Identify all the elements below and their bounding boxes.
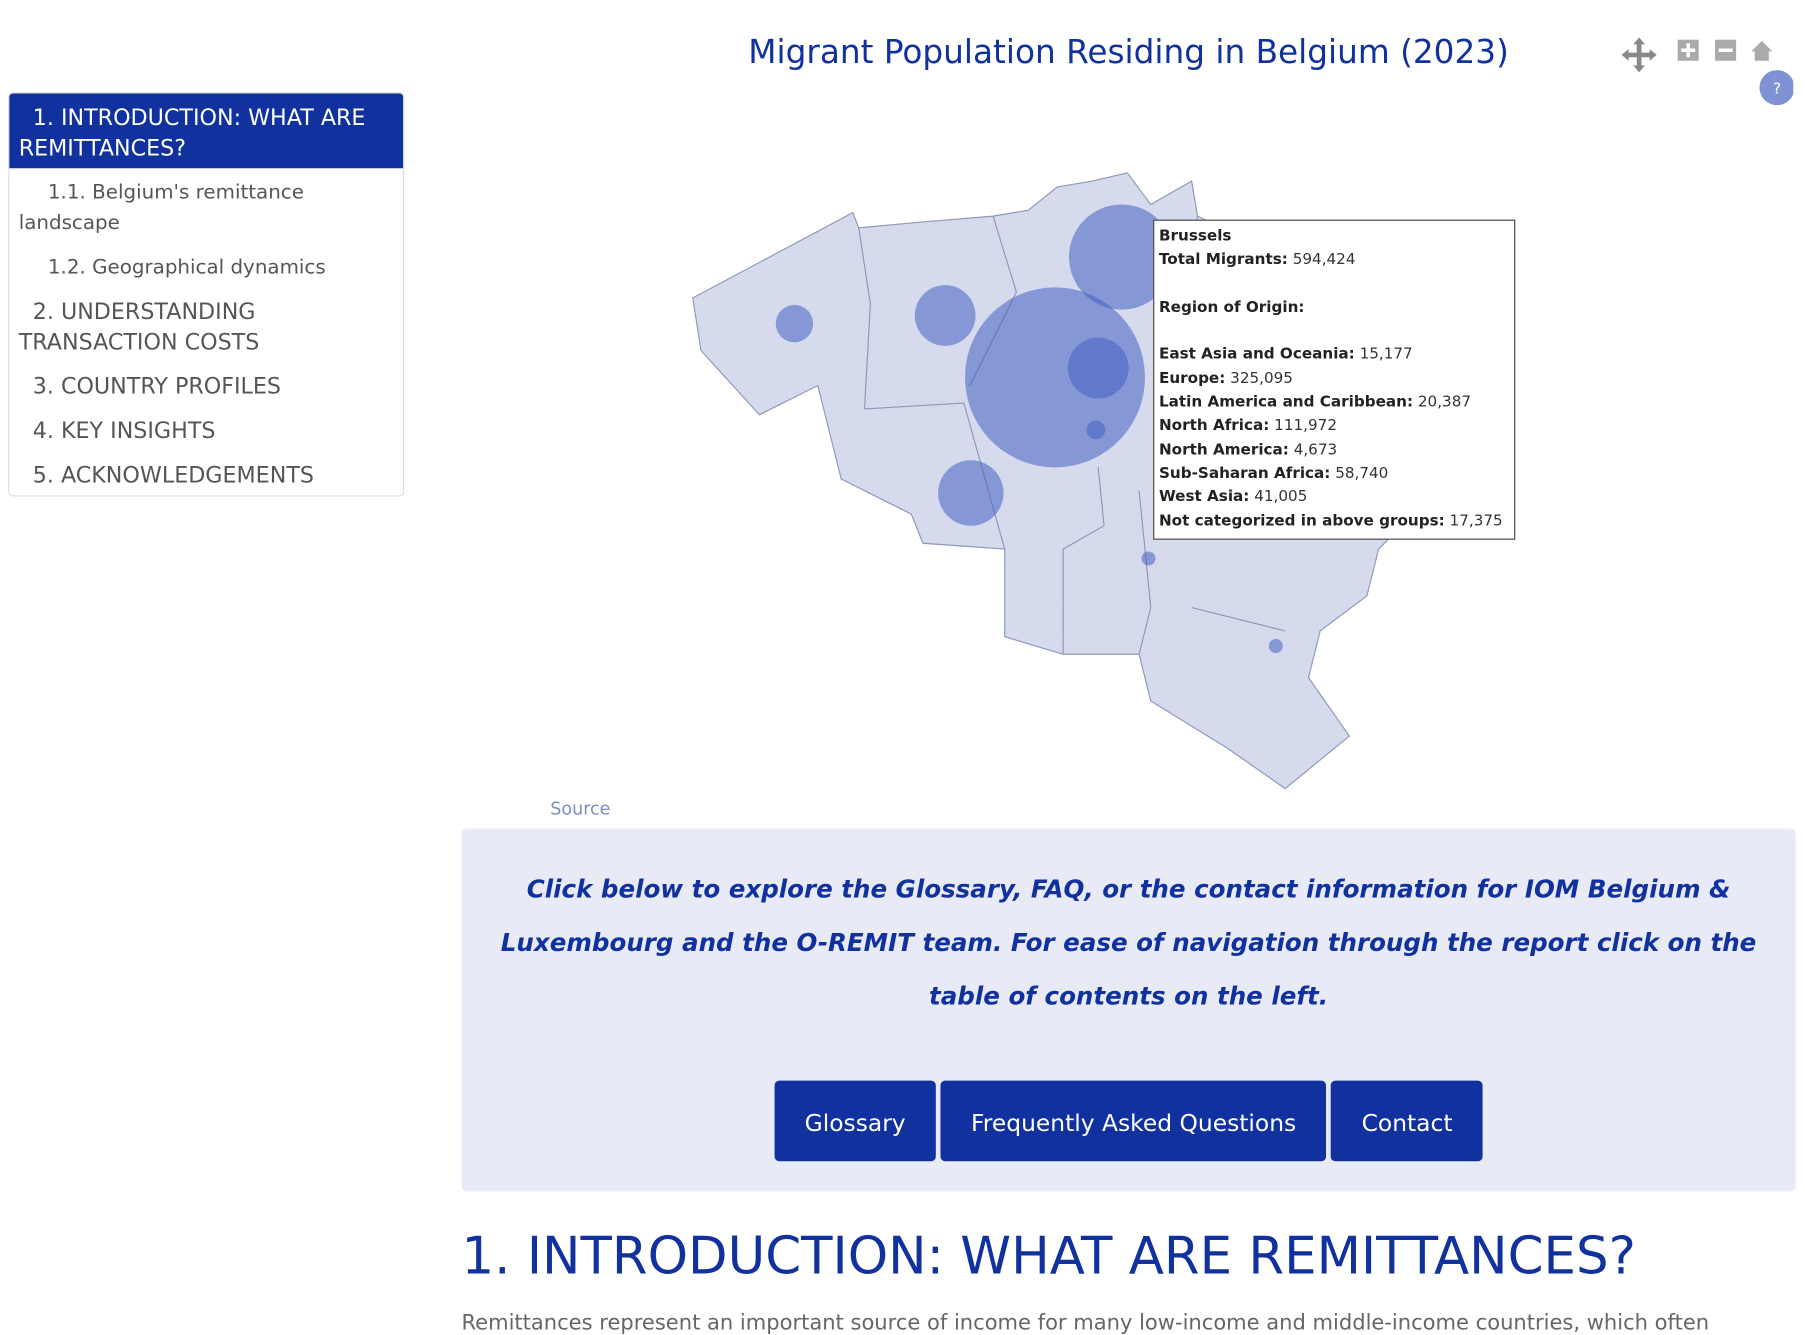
- tooltip: Brussels Total Migrants: 594,424 Region o…: [1153, 219, 1516, 540]
- toc-link[interactable]: 1.2. Geographical dynamics: [47, 255, 326, 280]
- notice-text: Click below to explore the Glossary, FAQ…: [500, 875, 1757, 1011]
- toc-link[interactable]: 4. KEY INSIGHTS: [32, 418, 216, 444]
- table-of-contents: 1. INTRODUCTION: WHAT ARE REMITTANCES? 1.…: [8, 92, 405, 497]
- tooltip-label: Total Migrants:: [1158, 251, 1288, 270]
- tooltip-heading: Region of Origin:: [1158, 298, 1305, 317]
- tooltip-label: Sub-Saharan Africa:: [1158, 464, 1331, 483]
- tooltip-label: West Asia:: [1158, 488, 1250, 507]
- tooltip-value: 20,387: [1417, 393, 1472, 412]
- bubble[interactable]: [775, 304, 814, 343]
- tooltip-line: East Asia and Oceania: 15,177: [1159, 344, 1509, 368]
- pan-icon[interactable]: [1621, 37, 1657, 73]
- map-title: Migrant Population Residing in Belgium (…: [748, 32, 1509, 72]
- bubble[interactable]: [1067, 337, 1129, 399]
- toc-link[interactable]: 3. COUNTRY PROFILES: [32, 373, 282, 400]
- nav-button[interactable]: Frequently Asked Questions: [940, 1080, 1327, 1162]
- nav-button[interactable]: Contact: [1331, 1080, 1483, 1162]
- help-label: ?: [1773, 79, 1781, 97]
- tooltip-label: Latin America and Caribbean:: [1158, 393, 1414, 412]
- help-button[interactable]: [1759, 70, 1794, 106]
- bubble[interactable]: [1086, 420, 1106, 440]
- tooltip-line: West Asia: 41,005: [1159, 486, 1509, 510]
- tooltip-line: Latin America and Caribbean: 20,387: [1159, 391, 1509, 415]
- tooltip-value: 17,375: [1449, 512, 1503, 530]
- tooltip-line: [1159, 273, 1509, 297]
- map-toolbar: ?: [1621, 37, 1794, 106]
- toc-link[interactable]: 2. UNDERSTANDING TRANSACTION COSTS: [18, 299, 260, 356]
- bubble[interactable]: [938, 460, 1004, 526]
- toc-link[interactable]: 1.1. Belgium's remittance landscape: [18, 181, 304, 235]
- section-paragraph: Remittances represent an important sourc…: [461, 1310, 1710, 1335]
- tooltip-value: 111,972: [1274, 417, 1337, 436]
- toc-link[interactable]: 1. INTRODUCTION: WHAT ARE REMITTANCES?: [9, 93, 404, 169]
- tooltip-value: 325,095: [1230, 370, 1293, 388]
- bubbles: [775, 204, 1283, 654]
- tooltip-line: [1159, 320, 1509, 344]
- button-row: Glossary Frequently Asked Questions Contac…: [461, 1080, 1795, 1162]
- bubble[interactable]: [1141, 551, 1156, 566]
- zoom-in-sign: [1681, 43, 1696, 58]
- tooltip-value: 58,740: [1335, 464, 1389, 483]
- tooltip-name: Brussels: [1158, 227, 1232, 246]
- tooltip-line: Not categorized in above groups: 17,375: [1159, 510, 1509, 534]
- bubble[interactable]: [1268, 639, 1283, 654]
- tooltip-label: North Africa:: [1158, 417, 1270, 436]
- tooltip-value: 4,673: [1293, 441, 1338, 459]
- source-link[interactable]: Source: [550, 797, 611, 819]
- bubble[interactable]: [914, 285, 976, 346]
- tooltip-label: East Asia and Oceania:: [1158, 346, 1355, 364]
- section-heading: 1. INTRODUCTION: WHAT ARE REMITTANCES?: [461, 1226, 1636, 1287]
- home-icon[interactable]: [1751, 40, 1773, 61]
- tooltip-line: North Africa: 111,972: [1159, 415, 1509, 439]
- tooltip-line: Brussels: [1159, 225, 1509, 249]
- tooltip-line: Region of Origin:: [1159, 297, 1509, 321]
- nav-button[interactable]: Glossary: [774, 1080, 937, 1162]
- map: [692, 172, 1450, 790]
- tooltip-value: 594,424: [1292, 251, 1356, 270]
- tooltip-label: Europe:: [1158, 370, 1226, 388]
- tooltip-value: 41,005: [1254, 488, 1308, 507]
- tooltip-line: Sub-Saharan Africa: 58,740: [1159, 463, 1509, 487]
- tooltip-label: Not categorized in above groups:: [1158, 512, 1445, 530]
- tooltip-label: North America:: [1158, 441, 1289, 459]
- bubble[interactable]: [1068, 204, 1175, 310]
- toc-link[interactable]: 5. ACKNOWLEDGEMENTS: [32, 462, 314, 489]
- tooltip-line: Europe: 325,095: [1159, 368, 1509, 392]
- tooltip-line: North America: 4,673: [1159, 439, 1509, 463]
- tooltip-value: 15,177: [1359, 346, 1413, 364]
- tooltip-line: Total Migrants: 594,424: [1159, 249, 1509, 273]
